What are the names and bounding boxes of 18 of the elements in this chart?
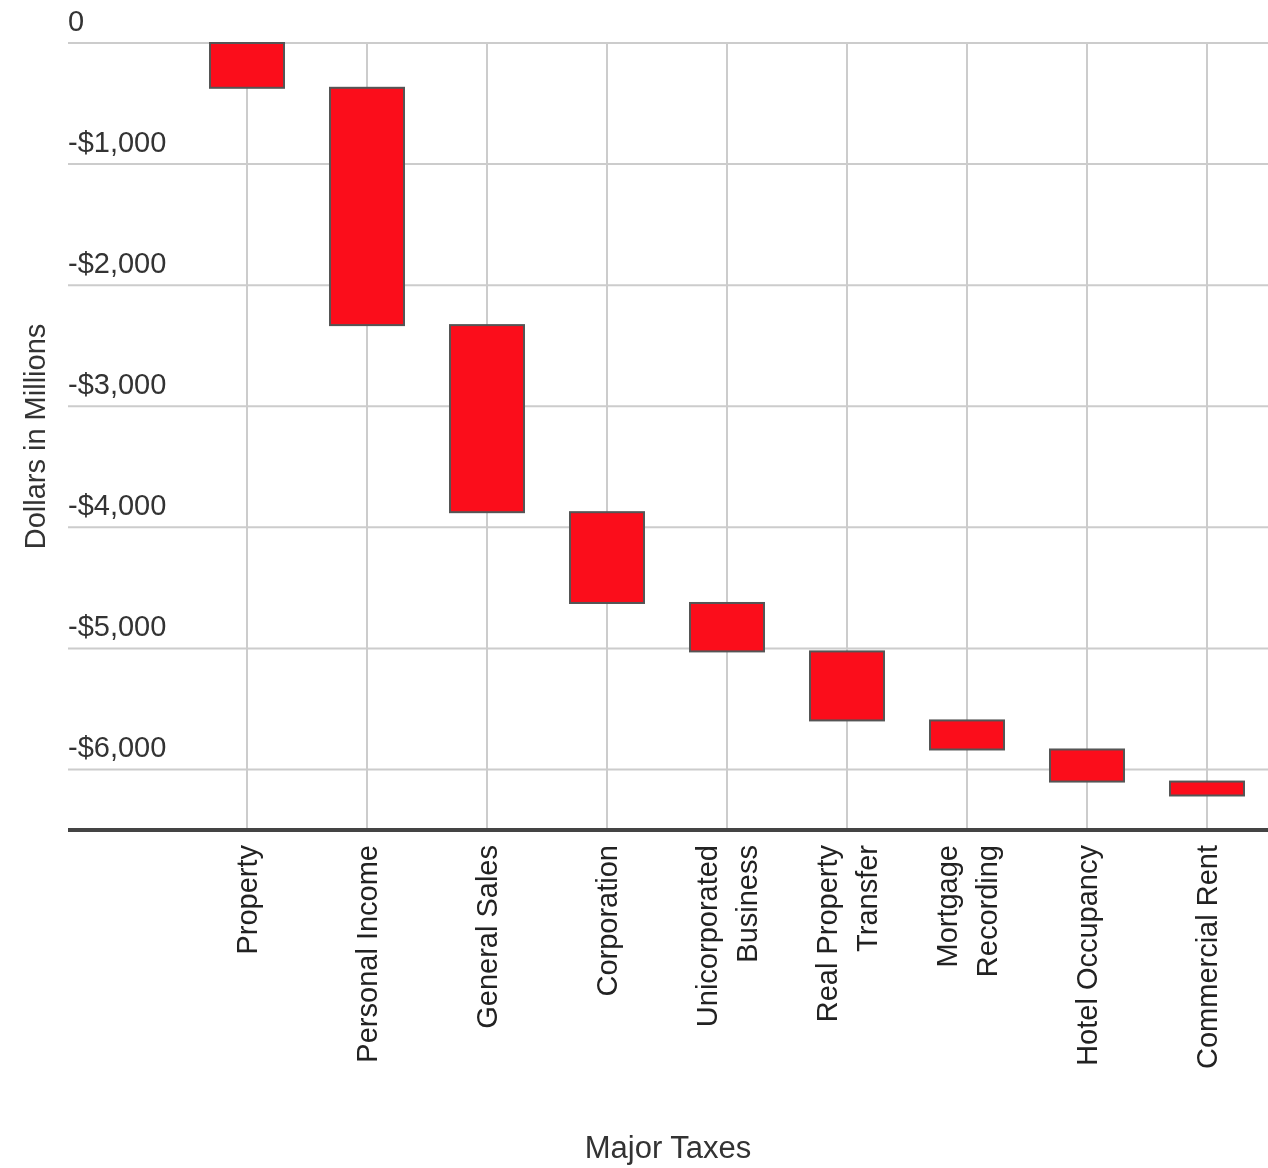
- x-tick-label: Corporation: [591, 845, 623, 997]
- y-tick-label: 0: [68, 5, 85, 37]
- y-tick-label: -$3,000: [68, 368, 167, 401]
- x-tick-label: Personal Income: [351, 845, 383, 1063]
- x-tick-label: Unicorporated Business: [691, 845, 763, 1028]
- y-tick-label: -$4,000: [68, 489, 167, 522]
- y-tick-label: -$5,000: [68, 610, 167, 643]
- x-tick-label: Mortgage Recording: [931, 845, 1003, 978]
- x-tick-label: Hotel Occupancy: [1071, 844, 1103, 1066]
- x-tick-label: Commercial Rent: [1191, 845, 1223, 1069]
- y-axis-title: Dollars in Millions: [19, 323, 51, 550]
- x-axis-title: Major Taxes: [584, 1130, 752, 1165]
- y-tick-label: -$6,000: [68, 731, 167, 764]
- x-tick-label: Real Property Transfer: [811, 844, 883, 1023]
- y-tick-label: -$2,000: [68, 247, 167, 280]
- y-tick-label: -$1,000: [68, 126, 167, 159]
- x-tick-label: General Sales: [471, 845, 503, 1029]
- x-tick-label: Property: [231, 844, 263, 955]
